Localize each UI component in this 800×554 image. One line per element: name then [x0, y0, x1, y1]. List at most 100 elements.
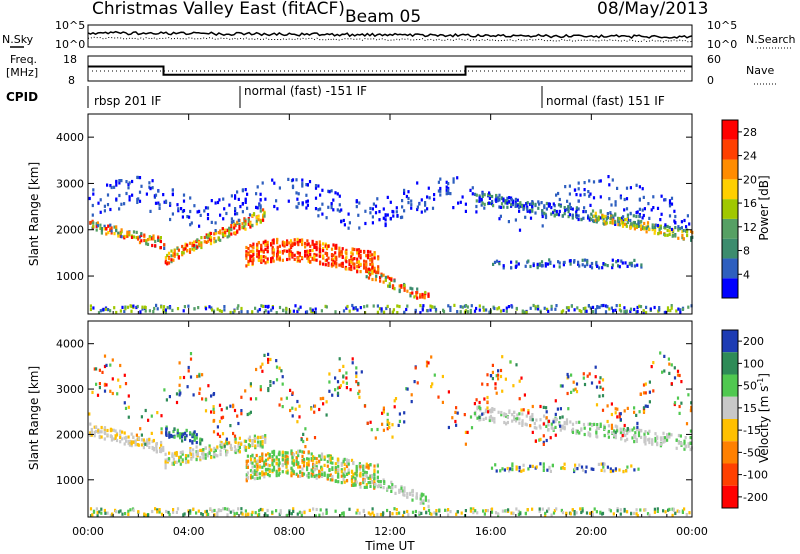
power-cell-1863 — [453, 303, 456, 307]
velocity-cell-1198 — [666, 438, 669, 442]
velocity-cell-1697 — [614, 407, 617, 411]
power-cell-520 — [315, 248, 318, 252]
power-cell-1029 — [605, 217, 608, 221]
power-cell-273 — [259, 220, 262, 224]
date-label: 08/May/2013 — [597, 0, 709, 19]
power-cell-886 — [541, 212, 544, 216]
velocity-cell-1812 — [176, 507, 180, 511]
power-cell-1519 — [424, 203, 427, 207]
power-cell-125 — [176, 252, 179, 256]
velocity-cell-1443 — [275, 359, 278, 363]
power-cell-1468 — [369, 211, 372, 215]
power-cell-18 — [100, 231, 103, 235]
velocity-cell-672 — [320, 465, 323, 469]
power-cell-974 — [614, 222, 617, 226]
power-cell-1033 — [610, 214, 613, 218]
velocity-cell-1004 — [521, 423, 524, 427]
velocity-cell-1745 — [670, 382, 673, 386]
power-cell-1248 — [106, 193, 110, 197]
power-cell-1891 — [499, 309, 503, 313]
velocity-cell-1426 — [255, 367, 258, 372]
velocity-cell-9 — [93, 434, 96, 438]
velocity-cell-137 — [165, 425, 168, 429]
velocity-cell-22 — [100, 430, 103, 434]
power-cell-1343 — [219, 213, 222, 217]
velocity-cell-1586 — [478, 415, 481, 420]
power-cell-1813 — [351, 303, 354, 308]
velocity-cell-23 — [100, 425, 103, 430]
power-cell-8 — [92, 224, 95, 228]
power-cell-1946 — [604, 304, 608, 308]
power-cell-1605 — [571, 213, 574, 217]
power-cell-835 — [506, 205, 509, 209]
velocity-cell-71 — [130, 444, 133, 448]
power-cell-226 — [233, 231, 236, 235]
velocity-cell-1427 — [255, 397, 258, 401]
power-cell-680 — [365, 260, 368, 264]
velocity-cell-1178 — [654, 436, 657, 441]
velocity-cell-1776 — [104, 511, 107, 515]
power-cell-1499 — [401, 199, 404, 203]
velocity-cell-1820 — [195, 511, 198, 515]
velocity-cell-1179 — [654, 432, 657, 436]
velocity-cell-1925 — [395, 508, 398, 512]
power-cell-1949 — [608, 307, 611, 311]
velocity-cell-687 — [323, 471, 326, 475]
velocity-cell-1787 — [127, 509, 130, 513]
power-cell-1500 — [401, 205, 404, 209]
velocity-cell-603 — [299, 465, 302, 469]
velocity-cell-1403 — [223, 444, 226, 448]
power-cell-880 — [534, 211, 537, 215]
velocity-cell-1660 — [566, 391, 569, 396]
velocity-cell-1511 — [355, 374, 358, 379]
velocity-cell-888 — [382, 478, 385, 482]
power-cell-1055 — [625, 224, 628, 228]
velocity-cell-1747 — [673, 366, 676, 370]
velocity-cell-558 — [286, 457, 289, 462]
power-cell-493 — [307, 259, 310, 263]
power-cell-1270 — [128, 198, 131, 202]
power-cell-787 — [423, 293, 426, 297]
power-cell-1230 — [630, 264, 633, 268]
power-cell-355 — [264, 239, 267, 243]
power-cell-1276 — [136, 200, 139, 204]
power-cell-1106 — [664, 225, 667, 229]
power-cell-695 — [369, 250, 372, 254]
velocity-cell-816 — [359, 465, 362, 469]
velocity-cell-1523 — [369, 420, 372, 424]
velocity-cell-1635 — [539, 404, 542, 409]
power-cell-1780 — [267, 310, 270, 314]
velocity-cell-905 — [398, 489, 401, 493]
velocity-cell-521 — [277, 473, 280, 477]
power-cell-1965 — [633, 307, 636, 312]
velocity-cell-1176 — [651, 442, 654, 446]
velocity-cell-43 — [112, 437, 115, 441]
velocity-cell-1232 — [490, 466, 494, 470]
velocity-cell-1805 — [160, 512, 164, 516]
power-cell-118 — [172, 253, 175, 257]
velocity-cell-1882 — [292, 509, 295, 513]
power-cell-1743 — [176, 307, 180, 311]
velocity-cell-1261 — [542, 468, 545, 472]
power-cell-1795 — [297, 307, 300, 311]
power-cell-724 — [365, 268, 368, 272]
power-cell-1027 — [604, 222, 607, 226]
power-cell-1981 — [658, 306, 661, 310]
power-cell-386 — [272, 248, 275, 252]
power-cell-1810 — [345, 306, 348, 310]
power-cell-1351 — [230, 220, 233, 224]
power-cell-1738 — [164, 308, 167, 312]
power-cell-1475 — [376, 197, 379, 201]
power-cell-1252 — [113, 185, 116, 189]
power-cell-259 — [251, 223, 254, 228]
power-cell-1376 — [255, 205, 258, 209]
power-cell-112 — [167, 257, 171, 261]
power-cell-1721 — [141, 307, 144, 311]
power-cell-511 — [313, 245, 316, 249]
velocity-cell-371 — [251, 443, 254, 447]
velocity-cell-841 — [367, 466, 370, 470]
power-cell-47 — [120, 235, 123, 239]
velocity-cell-887 — [382, 486, 385, 490]
velocity-cell-2048 — [636, 514, 639, 518]
